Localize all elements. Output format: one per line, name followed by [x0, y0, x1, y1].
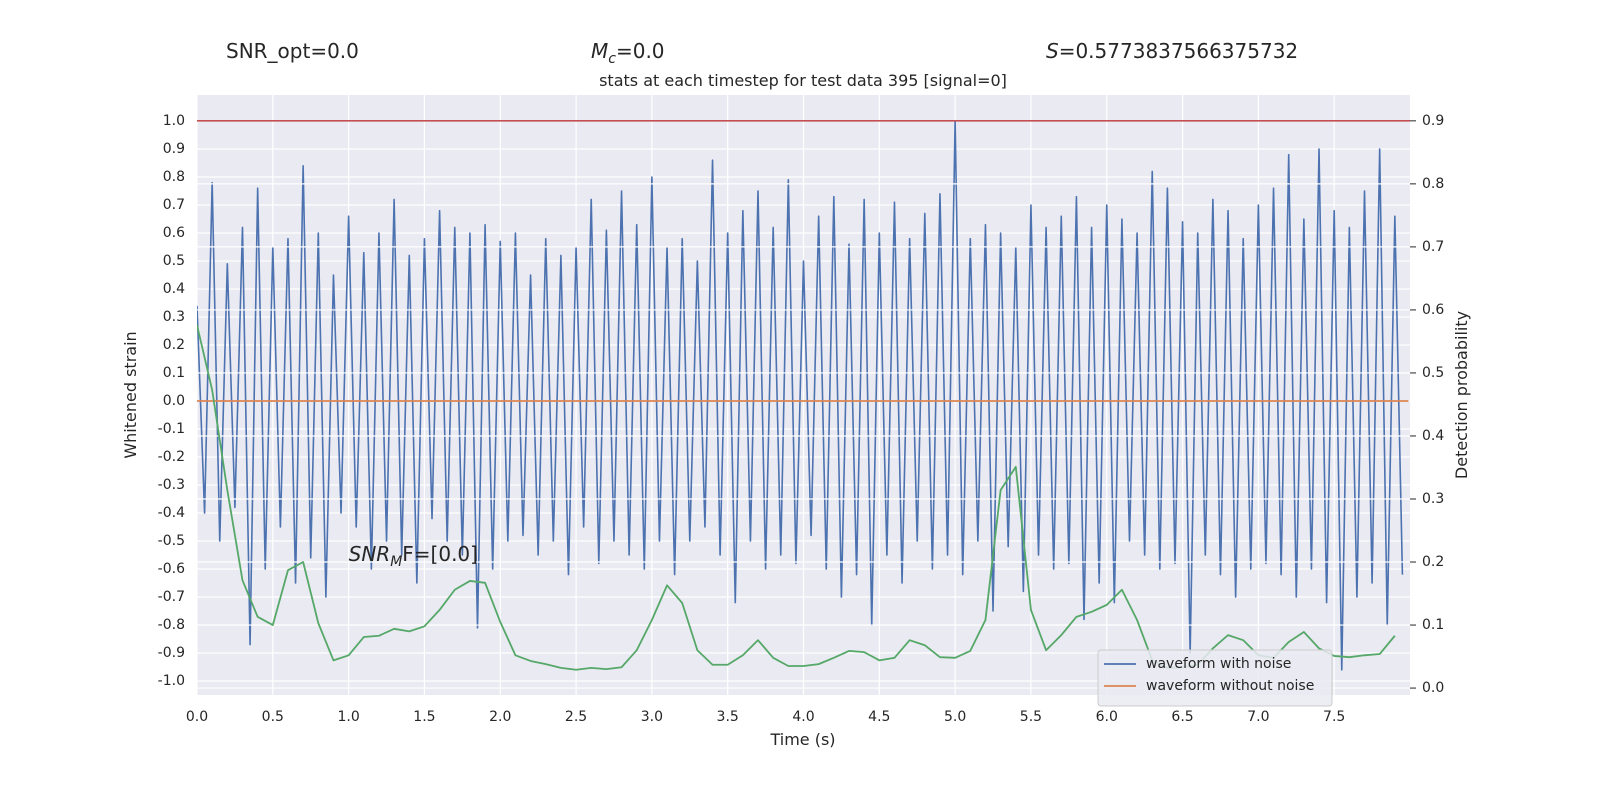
y-tick-label: 0.5	[163, 253, 185, 269]
x-tick-label: 3.5	[717, 709, 739, 725]
y-tick-label: 0.9	[163, 141, 185, 157]
y2-tick-label: 0.3	[1422, 491, 1444, 507]
x-tick-label: 6.0	[1096, 709, 1118, 725]
annotation-text: SNR_opt=0.0	[226, 39, 359, 63]
x-axis-label: Time (s)	[769, 730, 835, 749]
annotation: SNR_opt=0.0	[226, 39, 359, 63]
annotations: SNR_opt=0.0 Mc=0.0 S=0.5773837566375732 SNR…	[226, 39, 1298, 570]
y2-tick-label: 0.4	[1422, 428, 1444, 444]
annotation-symbol: M	[591, 39, 608, 63]
y-tick-label: 0.8	[163, 169, 185, 185]
x-tick-label: 1.5	[413, 709, 435, 725]
y-tick-label: 0.1	[163, 365, 185, 381]
y2-tick-label: 0.9	[1422, 113, 1444, 129]
x-tick-label: 0.0	[186, 709, 208, 725]
x-tick-label: 2.0	[489, 709, 511, 725]
y-axis-label: Whitened strain	[121, 331, 140, 458]
annotation-symbol: S	[1046, 39, 1059, 63]
y-tick-label: -0.2	[158, 449, 185, 465]
chart-title: stats at each timestep for test data 395…	[599, 71, 1007, 90]
y2-axis-label: Detection probability	[1452, 311, 1471, 479]
y2-tick-label: 0.8	[1422, 176, 1444, 192]
legend-label: waveform without noise	[1146, 678, 1314, 694]
annotation: S=0.5773837566375732	[1046, 39, 1298, 63]
legend-box	[1097, 649, 1333, 707]
x-tick-label: 7.0	[1247, 709, 1269, 725]
y2-tick-label: 0.5	[1422, 365, 1444, 381]
x-tick-label: 4.0	[792, 709, 814, 725]
annotation-symbol: SNR	[349, 542, 391, 566]
y-tick-label: 0.7	[163, 197, 185, 213]
x-tick-label: 7.5	[1323, 709, 1345, 725]
annotation: Mc=0.0	[591, 39, 665, 67]
y-tick-label: 0.2	[163, 337, 185, 353]
y-tick-label: -0.9	[158, 645, 185, 661]
y-tick-label: -1.0	[158, 673, 185, 689]
y2-tick-label: 0.6	[1422, 302, 1444, 318]
annotation-subscript: c	[608, 51, 616, 67]
y-tick-label: -0.5	[158, 533, 185, 549]
series-line	[197, 120, 1404, 671]
y-tick-label: -0.8	[158, 617, 185, 633]
y-tick-label: 0.4	[163, 281, 185, 297]
y-tick-label: 0.3	[163, 309, 185, 325]
y2-tick-label: 0.7	[1422, 239, 1444, 255]
annotation-text: =0.5773837566375732	[1059, 39, 1298, 63]
legend: waveform with noise waveform without nois…	[1097, 649, 1333, 707]
annotation-text: F=[0.0]	[402, 542, 478, 566]
y-tick-label: 1.0	[163, 113, 185, 129]
marks	[197, 120, 1410, 689]
y2-tick-label: 0.1	[1422, 617, 1444, 633]
y-tick-label: -0.4	[158, 505, 185, 521]
x-tick-label: 2.5	[565, 709, 587, 725]
y2-tick-label: 0.2	[1422, 554, 1444, 570]
legend-label: waveform with noise	[1146, 656, 1291, 672]
x-tick-label: 5.5	[1020, 709, 1042, 725]
x-tick-label: 3.0	[641, 709, 663, 725]
y-tick-label: -0.7	[158, 589, 185, 605]
y-tick-label: -0.6	[158, 561, 185, 577]
x-tick-label: 4.5	[868, 709, 890, 725]
axes: 0.0 0.5 1.0 1.5 2.0 2.5 3.0 3.5 4.0 4.5 5.0 5.5 6.0 6…	[158, 113, 1445, 725]
x-tick-label: 0.5	[262, 709, 284, 725]
annotation-subscript: M	[390, 554, 402, 570]
annotation-text: =0.0	[616, 39, 665, 63]
y-tick-label: -0.1	[158, 421, 185, 437]
y-tick-label: 0.6	[163, 225, 185, 241]
annotation: SNRMF=[0.0]	[349, 542, 478, 570]
x-tick-label: 6.5	[1171, 709, 1193, 725]
x-tick-label: 1.0	[337, 709, 359, 725]
y-tick-label: -0.3	[158, 477, 185, 493]
x-tick-label: 5.0	[944, 709, 966, 725]
y-tick-label: 0.0	[163, 393, 185, 409]
y2-tick-label: 0.0	[1422, 680, 1444, 696]
